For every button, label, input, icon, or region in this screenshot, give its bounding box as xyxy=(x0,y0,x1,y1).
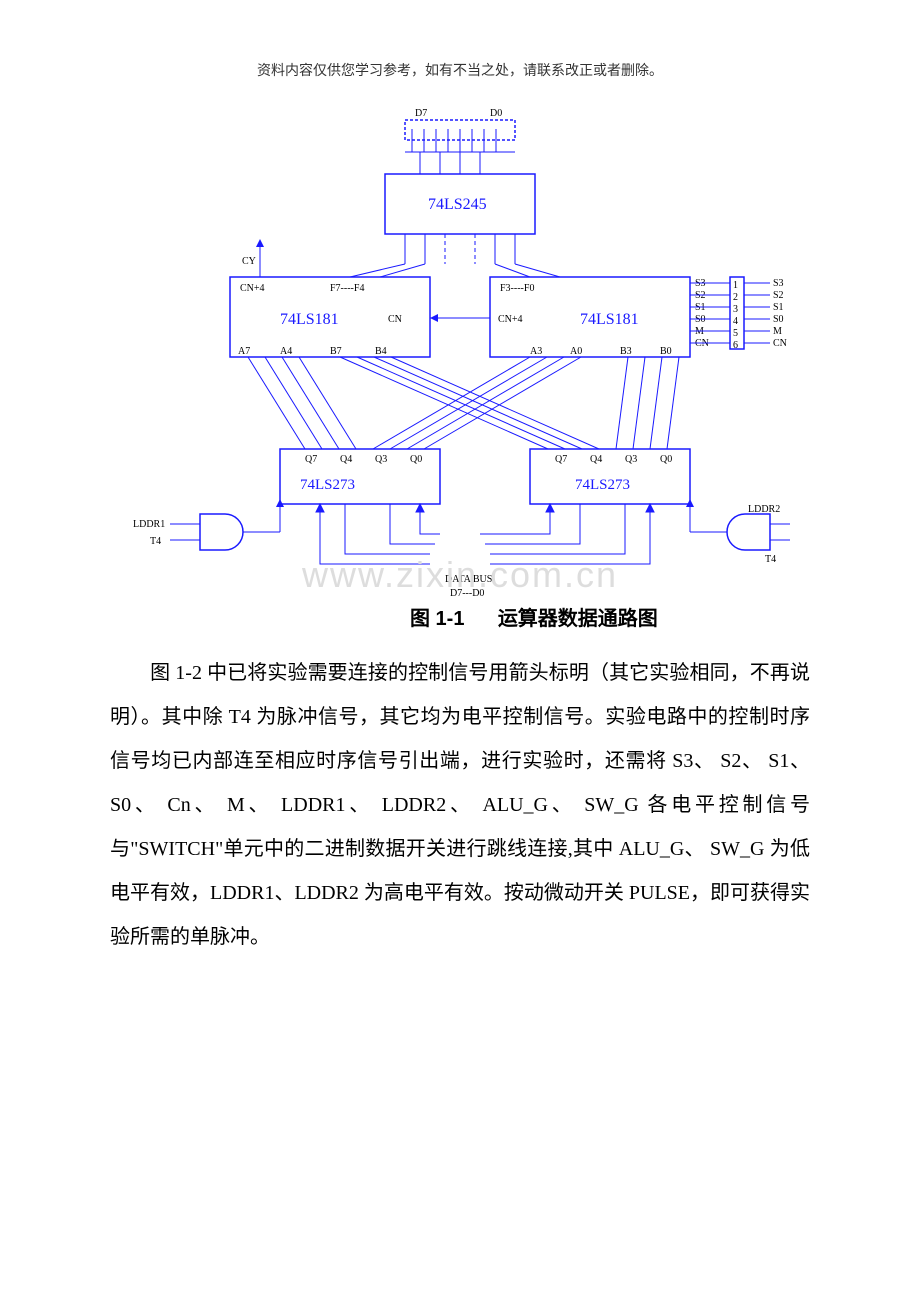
d0-label: D0 xyxy=(490,108,502,119)
svg-text:2: 2 xyxy=(733,292,738,303)
chip-273-left-label: 74LS273 xyxy=(300,477,355,493)
and-gate-right xyxy=(727,514,770,550)
svg-text:Q0: Q0 xyxy=(660,454,672,465)
svg-text:Q3: Q3 xyxy=(375,454,387,465)
svg-text:S3: S3 xyxy=(773,278,784,289)
svg-text:6: 6 xyxy=(733,340,738,351)
svg-text:Q4: Q4 xyxy=(590,454,602,465)
data-bus-label2: D7---D0 xyxy=(450,588,484,599)
svg-text:A4: A4 xyxy=(280,346,292,357)
body-content: 图 1-2 中已将实验需要连接的控制信号用箭头标明（其它实验相同，不再说明）。其… xyxy=(110,662,810,948)
side-pins: S3 S2 S1 S0 M CN 1 2 3 4 5 6 xyxy=(690,277,787,351)
svg-text:M: M xyxy=(773,326,782,337)
svg-text:A7: A7 xyxy=(238,346,250,357)
svg-text:S1: S1 xyxy=(773,302,784,313)
svg-text:B3: B3 xyxy=(620,346,632,357)
t4-right-label: T4 xyxy=(765,554,776,565)
chip-245-label: 74LS245 xyxy=(428,196,487,213)
svg-text:4: 4 xyxy=(733,316,738,327)
svg-text:1: 1 xyxy=(733,280,738,291)
svg-text:Q7: Q7 xyxy=(305,454,317,465)
body-paragraph: 图 1-2 中已将实验需要连接的控制信号用箭头标明（其它实验相同，不再说明）。其… xyxy=(110,651,810,959)
header-note: 资料内容仅供您学习参考，如有不当之处，请联系改正或者删除。 xyxy=(110,60,810,80)
lddr2-label: LDDR2 xyxy=(748,504,780,515)
cy-label: CY xyxy=(242,256,256,267)
svg-text:S2: S2 xyxy=(773,290,784,301)
svg-text:B0: B0 xyxy=(660,346,672,357)
svg-text:A3: A3 xyxy=(530,346,542,357)
p181l-cn4: CN+4 xyxy=(240,283,265,294)
svg-text:Q0: Q0 xyxy=(410,454,422,465)
svg-text:CN: CN xyxy=(773,338,787,349)
svg-text:A0: A0 xyxy=(570,346,582,357)
svg-text:B7: B7 xyxy=(330,346,342,357)
circuit-diagram: D7 D0 74LS245 xyxy=(130,104,790,624)
svg-text:CN+4: CN+4 xyxy=(498,314,523,325)
p181l-cn: CN xyxy=(388,314,402,325)
svg-text:S0: S0 xyxy=(773,314,784,325)
svg-text:5: 5 xyxy=(733,328,738,339)
p181l-f74: F7----F4 xyxy=(330,283,364,294)
svg-text:B4: B4 xyxy=(375,346,387,357)
data-bus-label1: DATA BUS xyxy=(445,574,492,585)
d7-label: D7 xyxy=(415,108,427,119)
svg-text:Q7: Q7 xyxy=(555,454,567,465)
chip-181-right-label: 74LS181 xyxy=(580,311,639,328)
chip-273-right-label: 74LS273 xyxy=(575,477,630,493)
svg-text:3: 3 xyxy=(733,304,738,315)
svg-text:Q4: Q4 xyxy=(340,454,352,465)
svg-text:Q3: Q3 xyxy=(625,454,637,465)
chip-181-left-label: 74LS181 xyxy=(280,311,339,328)
lddr1-label: LDDR1 xyxy=(133,519,165,530)
and-gate-left xyxy=(200,514,243,550)
t4-left-label: T4 xyxy=(150,536,161,547)
svg-text:F3----F0: F3----F0 xyxy=(500,283,534,294)
